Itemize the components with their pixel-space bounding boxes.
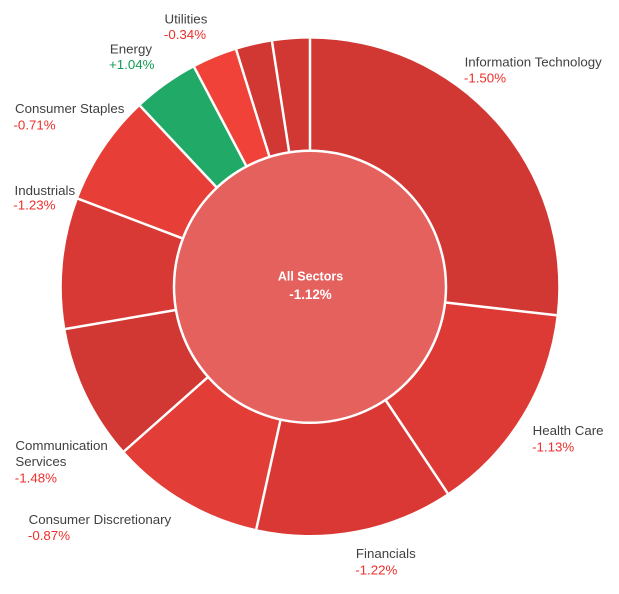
- svg-text:+1.04%: +1.04%: [109, 57, 155, 72]
- svg-text:Utilities: Utilities: [165, 11, 208, 26]
- svg-text:-1.22%: -1.22%: [355, 563, 397, 578]
- svg-text:-1.13%: -1.13%: [532, 439, 574, 454]
- svg-text:-0.34%: -0.34%: [164, 27, 206, 42]
- svg-text:-1.12%: -1.12%: [289, 287, 332, 302]
- svg-text:-1.48%: -1.48%: [15, 471, 57, 486]
- svg-text:-0.87%: -0.87%: [28, 528, 70, 543]
- svg-text:All Sectors: All Sectors: [278, 270, 343, 284]
- svg-text:Energy: Energy: [110, 41, 152, 56]
- svg-text:Information Technology: Information Technology: [465, 54, 603, 69]
- svg-text:Consumer Discretionary: Consumer Discretionary: [29, 512, 172, 527]
- svg-text:Consumer Staples: Consumer Staples: [15, 101, 125, 116]
- svg-text:-0.71%: -0.71%: [14, 117, 56, 132]
- svg-text:Services: Services: [15, 454, 66, 469]
- svg-text:Health Care: Health Care: [533, 423, 604, 438]
- svg-text:-1.50%: -1.50%: [464, 70, 506, 85]
- svg-text:-1.23%: -1.23%: [13, 198, 55, 213]
- svg-text:Financials: Financials: [356, 546, 416, 561]
- svg-text:Communication: Communication: [15, 438, 107, 453]
- svg-text:Industrials: Industrials: [15, 183, 76, 198]
